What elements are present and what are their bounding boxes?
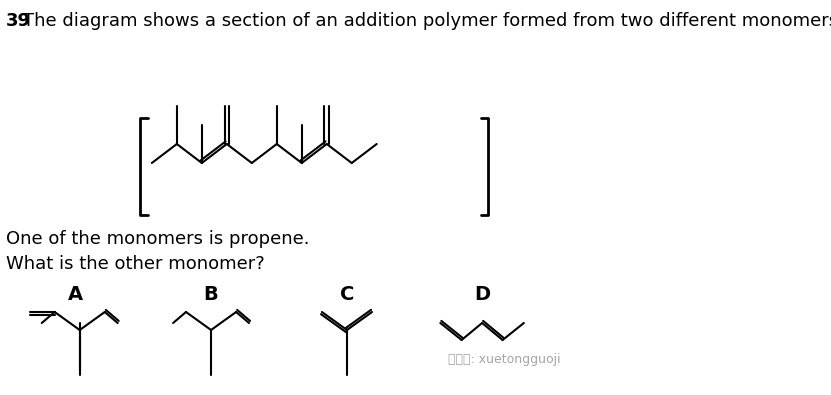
Text: The diagram shows a section of an addition polymer formed from two different mon: The diagram shows a section of an additi…: [22, 12, 831, 30]
Text: One of the monomers is propene.: One of the monomers is propene.: [6, 230, 310, 248]
Text: What is the other monomer?: What is the other monomer?: [6, 255, 265, 273]
Text: C: C: [340, 285, 354, 304]
Text: A: A: [68, 285, 83, 304]
Text: 微信号: xuetongguoji: 微信号: xuetongguoji: [448, 354, 561, 367]
Text: B: B: [204, 285, 219, 304]
Text: 39: 39: [6, 12, 31, 30]
Text: D: D: [474, 285, 490, 304]
